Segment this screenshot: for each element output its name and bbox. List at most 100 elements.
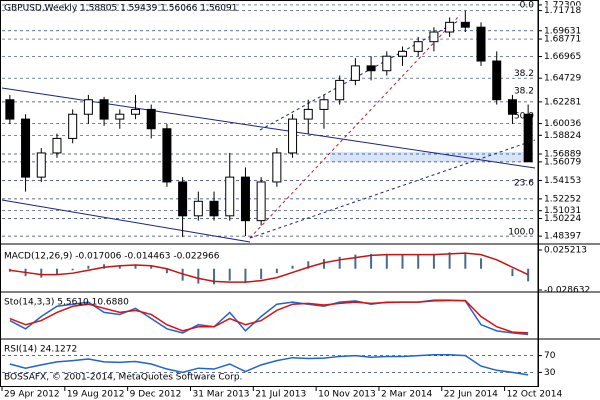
candle-body	[382, 55, 392, 72]
candle-body	[5, 99, 15, 120]
macd-bar	[322, 259, 325, 269]
y-tick-label: 1.56889	[544, 150, 581, 160]
fib-label: 38.2	[514, 69, 534, 79]
y-tick-label: 1.66965	[544, 52, 581, 62]
y-label-bg	[542, 231, 599, 242]
macd-bar	[448, 252, 451, 269]
y-tick-label: 1.56079	[544, 157, 581, 167]
macd-bar	[464, 252, 467, 269]
macd-bar	[511, 268, 514, 277]
candle-body	[209, 200, 219, 217]
macd-bar	[401, 254, 404, 269]
macd-bar	[87, 265, 90, 269]
candle-body	[350, 65, 360, 81]
x-tick-label: 29 Apr 2012	[4, 390, 60, 400]
macd-bar	[134, 265, 137, 269]
x-tick-label: 9 Dec 2012	[130, 390, 182, 400]
highlight-zone	[330, 152, 530, 162]
panel-title: Sto(14,3,3) 5.5610 10.6880	[4, 298, 129, 308]
y-tick-label: 70	[544, 351, 556, 361]
indicator-line	[9, 299, 529, 334]
y-label-bg	[542, 205, 599, 216]
candle-body	[83, 99, 93, 115]
y-tick-label: 1.58824	[544, 131, 581, 141]
candle-body	[366, 65, 376, 72]
y-label-bg	[542, 156, 599, 167]
macd-bar	[213, 268, 216, 285]
x-tick-label: 10 Nov 2013	[318, 390, 376, 400]
macd-bar	[71, 268, 74, 271]
y-tick-label: 1.72300	[544, 0, 581, 10]
macd-bar	[527, 268, 530, 282]
x-tick-label: 21 Jul 2013	[255, 390, 306, 400]
panel-title: MACD(12,26,9) -0.017006 -0.014463 -0.022…	[4, 252, 220, 262]
candle-body	[193, 200, 203, 217]
candle-body	[445, 21, 455, 33]
macd-bar	[55, 268, 58, 275]
y-label-bg	[542, 0, 599, 10]
macd-bar	[354, 254, 357, 269]
candle-body	[272, 152, 282, 183]
panel-title: RSI(14) 24.1272	[4, 345, 77, 355]
macd-bar	[40, 268, 43, 278]
macd-bar	[417, 254, 420, 269]
y-tick-label: 1.69631	[544, 26, 581, 36]
candle-body	[21, 118, 31, 178]
macd-bar	[432, 253, 435, 269]
y-label-bg	[542, 213, 599, 224]
y-tick-label: 1.62281	[544, 97, 581, 107]
candle-body	[99, 99, 109, 120]
candle-body	[507, 99, 517, 115]
candle-body	[460, 21, 470, 28]
macd-bar	[228, 268, 231, 281]
candle-body	[240, 176, 250, 222]
y-label-bg	[542, 34, 599, 45]
y-tick-label: 1.52252	[544, 194, 581, 204]
y-tick-label: 1.71718	[544, 6, 581, 16]
y-label-bg	[542, 73, 599, 84]
y-tick-label: -0.028632	[544, 286, 590, 296]
footer: BOSSAFX, © 2001-2014, MetaQuotes Softwar…	[4, 373, 242, 383]
candle-body	[162, 128, 172, 183]
y-label-bg	[542, 175, 599, 186]
fib-label: 0.0	[520, 0, 535, 10]
macd-bar	[480, 258, 483, 269]
y-label-bg	[542, 149, 599, 160]
header: GBPUSD,Weekly 1.58805 1.59439 1.56066 1.…	[4, 4, 237, 14]
macd-bar	[291, 265, 294, 269]
y-tick-label: 0.025213	[544, 246, 587, 256]
indicator-line	[9, 354, 529, 376]
x-tick-label: 12 Oct 2014	[507, 390, 563, 400]
macd-bar	[165, 268, 168, 274]
macd-bar	[370, 253, 373, 269]
y-label-bg	[542, 118, 599, 129]
macd-bar	[385, 253, 388, 269]
candle-body	[52, 137, 62, 154]
fib-label: 100.0	[508, 228, 534, 238]
frame	[0, 0, 539, 387]
candle-body	[476, 26, 486, 62]
candle-body	[131, 108, 140, 115]
y-label-bg	[542, 5, 599, 16]
y-tick-label: 1.64729	[544, 74, 581, 84]
candle-body	[523, 113, 533, 163]
candle-body	[335, 79, 345, 101]
candle-body	[36, 152, 46, 178]
candle-body	[225, 176, 235, 217]
y-label-bg	[542, 51, 599, 62]
y-tick-label: 1.48397	[544, 232, 581, 242]
y-label-bg	[542, 96, 599, 107]
y-label-bg	[542, 130, 599, 141]
candle-body	[146, 108, 156, 130]
channel-line	[259, 19, 461, 131]
candle-body	[115, 113, 125, 120]
candle-body	[303, 108, 313, 120]
y-tick-label: 30	[544, 368, 556, 378]
channel-line	[249, 139, 536, 239]
fib-label: 23.6	[514, 178, 534, 188]
macd-bar	[244, 268, 247, 283]
macd-bar	[197, 268, 200, 284]
y-tick-label: 1.68771	[544, 35, 581, 45]
y-tick-label: 1.51031	[544, 206, 581, 216]
